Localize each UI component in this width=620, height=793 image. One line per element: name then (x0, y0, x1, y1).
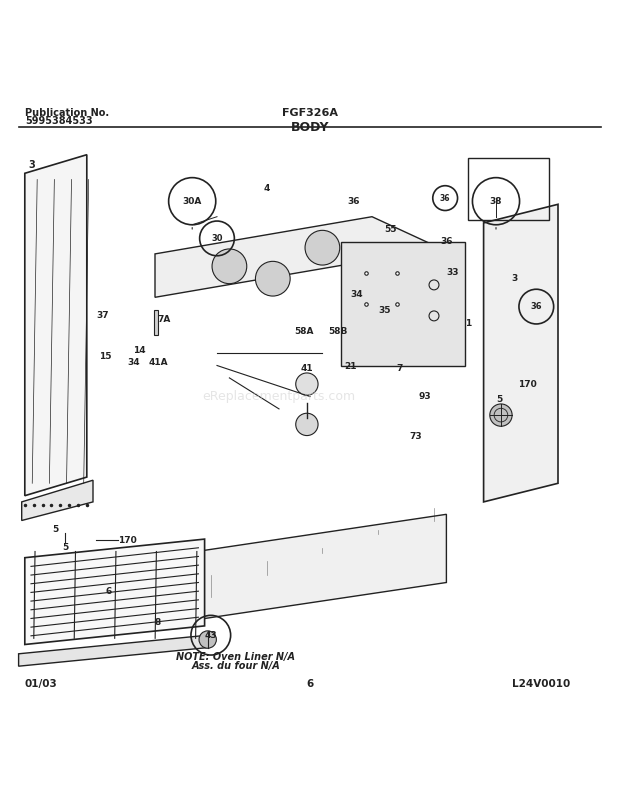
Polygon shape (155, 216, 453, 297)
Text: 55: 55 (384, 224, 397, 234)
Circle shape (199, 631, 216, 648)
Text: 36: 36 (347, 197, 360, 205)
Text: 7: 7 (397, 364, 403, 373)
Text: 15: 15 (99, 352, 112, 361)
Text: 41A: 41A (148, 358, 168, 367)
Text: 3: 3 (512, 274, 518, 283)
Polygon shape (484, 205, 558, 502)
Circle shape (296, 413, 318, 435)
Text: 8: 8 (155, 619, 161, 627)
Text: 170: 170 (518, 380, 536, 389)
Text: L24V0010: L24V0010 (512, 679, 570, 689)
Text: 3: 3 (28, 160, 35, 170)
Circle shape (348, 243, 383, 278)
Circle shape (296, 373, 318, 395)
Text: 58A: 58A (294, 327, 314, 336)
Text: 01/03: 01/03 (25, 679, 58, 689)
Text: Publication No.: Publication No. (25, 108, 109, 118)
Text: 34: 34 (350, 289, 363, 299)
Text: 36: 36 (531, 302, 542, 311)
Text: 73: 73 (409, 432, 422, 441)
Text: BODY: BODY (291, 121, 329, 133)
Polygon shape (25, 155, 87, 496)
Text: 37: 37 (96, 312, 108, 320)
Circle shape (305, 230, 340, 265)
Polygon shape (155, 515, 446, 626)
Polygon shape (341, 242, 465, 366)
Text: 58B: 58B (328, 327, 348, 336)
Text: NOTE: Oven Liner N/A: NOTE: Oven Liner N/A (176, 652, 295, 662)
Polygon shape (22, 481, 93, 520)
Text: eReplacementparts.com: eReplacementparts.com (203, 390, 355, 403)
Text: 35: 35 (378, 306, 391, 316)
Text: 38: 38 (490, 197, 502, 205)
Text: Ass. du four N/A: Ass. du four N/A (191, 661, 280, 671)
Polygon shape (154, 310, 158, 335)
Text: 36: 36 (440, 237, 453, 246)
Text: 1: 1 (465, 320, 471, 328)
Text: 6: 6 (306, 679, 314, 689)
Text: 170: 170 (118, 536, 136, 545)
Text: 34: 34 (127, 358, 140, 367)
Text: 43: 43 (205, 630, 217, 640)
Text: 14: 14 (133, 346, 146, 354)
Polygon shape (19, 635, 208, 666)
Text: 41: 41 (301, 364, 313, 373)
Text: 21: 21 (344, 362, 356, 371)
Circle shape (255, 262, 290, 296)
Circle shape (490, 404, 512, 427)
Text: 30: 30 (211, 234, 223, 243)
Text: 5: 5 (496, 395, 502, 404)
Circle shape (212, 249, 247, 284)
Text: FGF326A: FGF326A (282, 108, 338, 118)
Text: 33: 33 (446, 268, 459, 277)
Text: 4: 4 (264, 184, 270, 193)
Text: 30A: 30A (182, 197, 202, 205)
Text: 6: 6 (105, 588, 112, 596)
Text: 5995384533: 5995384533 (25, 117, 92, 126)
Polygon shape (25, 539, 205, 645)
Text: 5: 5 (62, 543, 68, 552)
Text: 5: 5 (53, 525, 59, 534)
Text: 36: 36 (440, 193, 450, 202)
Text: 7A: 7A (157, 315, 171, 324)
Text: 93: 93 (418, 392, 431, 401)
